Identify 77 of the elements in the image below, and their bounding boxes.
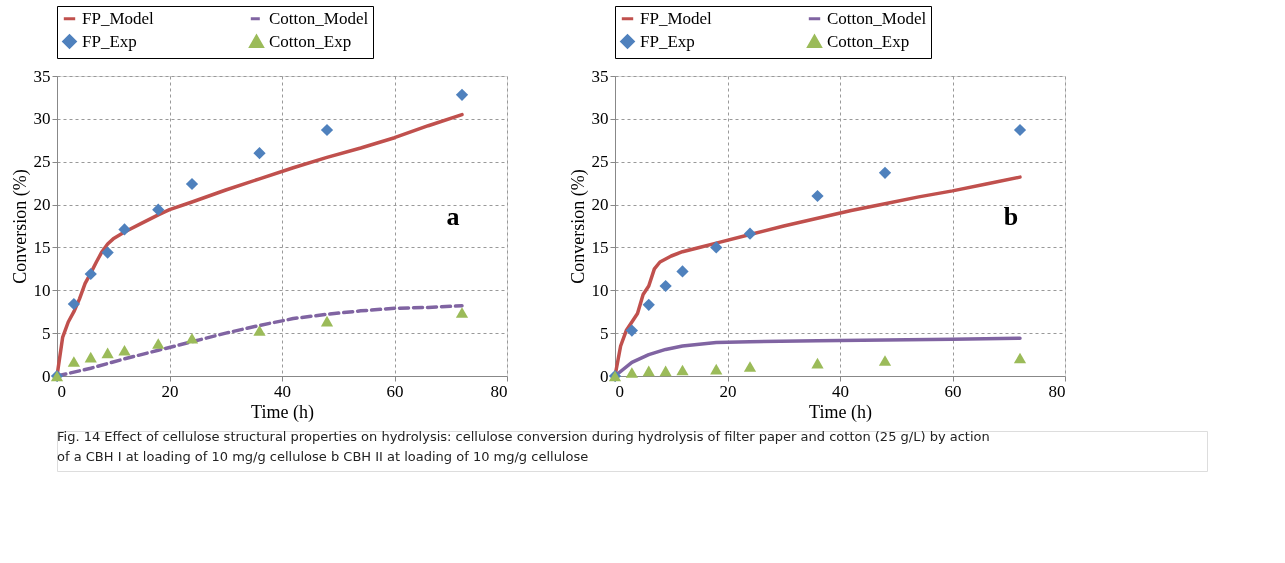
point	[455, 88, 469, 101]
point	[152, 338, 165, 349]
x-tick-label: 80	[490, 381, 508, 401]
x-tick-label: 40	[832, 381, 849, 401]
point	[1013, 123, 1027, 137]
x-tick-label: 0	[57, 381, 66, 401]
annotation: b	[1003, 202, 1019, 231]
legend-label: Cotton_Exp	[827, 31, 910, 51]
x-tick-label: 80	[1048, 381, 1066, 401]
point	[878, 166, 892, 179]
point	[642, 298, 655, 311]
point	[67, 297, 80, 311]
point	[676, 364, 689, 376]
point	[710, 363, 723, 375]
y-axis-title: Conversion (%)	[9, 169, 31, 284]
point	[743, 227, 757, 240]
point	[84, 351, 97, 363]
y-tick-label: 30	[591, 109, 609, 129]
y-tick-label: 35	[591, 66, 609, 86]
point	[811, 189, 824, 203]
point	[659, 365, 672, 377]
point	[710, 241, 723, 254]
point	[625, 324, 638, 337]
y-tick-label: 0	[600, 366, 609, 386]
point	[185, 177, 199, 191]
y-tick-label: 10	[591, 280, 609, 300]
x-tick-label: 0	[615, 381, 624, 401]
point	[253, 147, 266, 160]
y-tick-label: 0	[42, 366, 51, 386]
y-tick-label: 25	[591, 152, 609, 172]
point	[152, 203, 165, 216]
x-tick-label: 60	[944, 381, 962, 401]
point	[67, 356, 80, 367]
x-axis-title: Time (h)	[251, 401, 314, 423]
y-axis-title: Conversion (%)	[567, 169, 589, 284]
legend-label: FP_Exp	[640, 31, 695, 51]
y-tick-label: 20	[591, 195, 609, 215]
x-tick-label: 60	[386, 381, 404, 401]
point	[642, 365, 655, 377]
y-tick-label: 10	[33, 280, 51, 300]
point	[320, 315, 334, 327]
y-tick-label: 30	[33, 109, 51, 129]
point	[185, 332, 199, 344]
point	[320, 123, 334, 137]
point	[676, 265, 689, 278]
point	[878, 355, 892, 366]
point	[101, 246, 114, 259]
point	[625, 367, 638, 378]
legend-label: FP_Model	[640, 8, 713, 28]
x-tick-label: 20	[161, 381, 179, 401]
legend-label: Cotton_Model	[827, 8, 927, 28]
x-tick-label: 20	[719, 381, 737, 401]
y-tick-label: 15	[591, 237, 609, 257]
legend-label: FP_Model	[82, 8, 155, 28]
point	[455, 307, 469, 318]
point	[811, 357, 824, 369]
point	[84, 267, 97, 281]
annotation: a	[446, 202, 460, 231]
x-axis-title: Time (h)	[809, 401, 872, 423]
y-tick-label: 20	[33, 195, 51, 215]
y-tick-label: 15	[33, 237, 51, 257]
caption: Fig. 14 Effect of cellulose structural properties on hydrolysis: cellulose conversion during hydrolysis of filter paper and cotton (25 g/L) by action of a CBH I at loading of 10 mg/g cellulose b CBH II at loading of 10 mg/g cellulose	[57, 429, 990, 464]
point	[118, 223, 131, 236]
point	[743, 361, 757, 372]
legend-label: Cotton_Exp	[269, 31, 352, 51]
legend-label: Cotton_Model	[269, 8, 369, 28]
y-tick-label: 5	[42, 323, 51, 343]
x-tick-label: 40	[274, 381, 291, 401]
point	[253, 325, 266, 336]
point	[118, 344, 131, 356]
y-tick-label: 5	[600, 323, 609, 343]
point	[1013, 352, 1027, 364]
y-tick-label: 35	[33, 66, 51, 86]
legend-label: FP_Exp	[82, 31, 137, 51]
y-tick-label: 25	[33, 152, 51, 172]
point	[101, 347, 114, 359]
point	[659, 279, 672, 293]
